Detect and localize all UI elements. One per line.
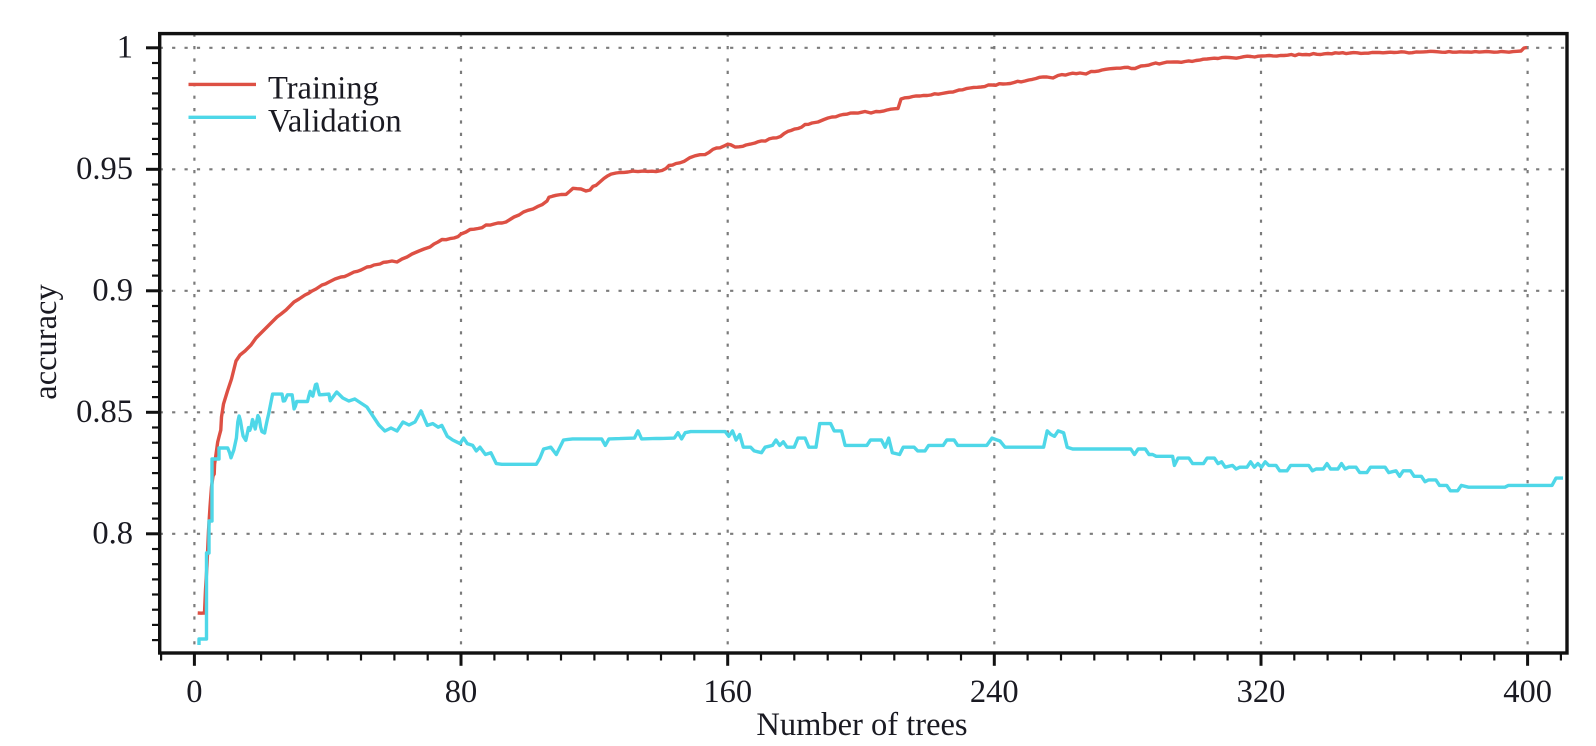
svg-text:0.8: 0.8 xyxy=(92,515,133,551)
svg-text:accuracy: accuracy xyxy=(28,284,64,400)
svg-text:0.85: 0.85 xyxy=(76,394,133,430)
svg-text:0.9: 0.9 xyxy=(92,272,133,308)
svg-text:0: 0 xyxy=(186,674,202,710)
svg-text:Training: Training xyxy=(268,71,379,107)
svg-text:240: 240 xyxy=(970,674,1019,710)
svg-text:Validation: Validation xyxy=(268,103,402,139)
svg-text:320: 320 xyxy=(1237,674,1286,710)
svg-text:0.95: 0.95 xyxy=(76,151,133,187)
svg-text:160: 160 xyxy=(703,674,752,710)
svg-text:80: 80 xyxy=(445,674,478,710)
svg-text:400: 400 xyxy=(1503,674,1552,710)
svg-text:Number of trees: Number of trees xyxy=(756,707,967,743)
svg-text:1: 1 xyxy=(117,29,133,65)
